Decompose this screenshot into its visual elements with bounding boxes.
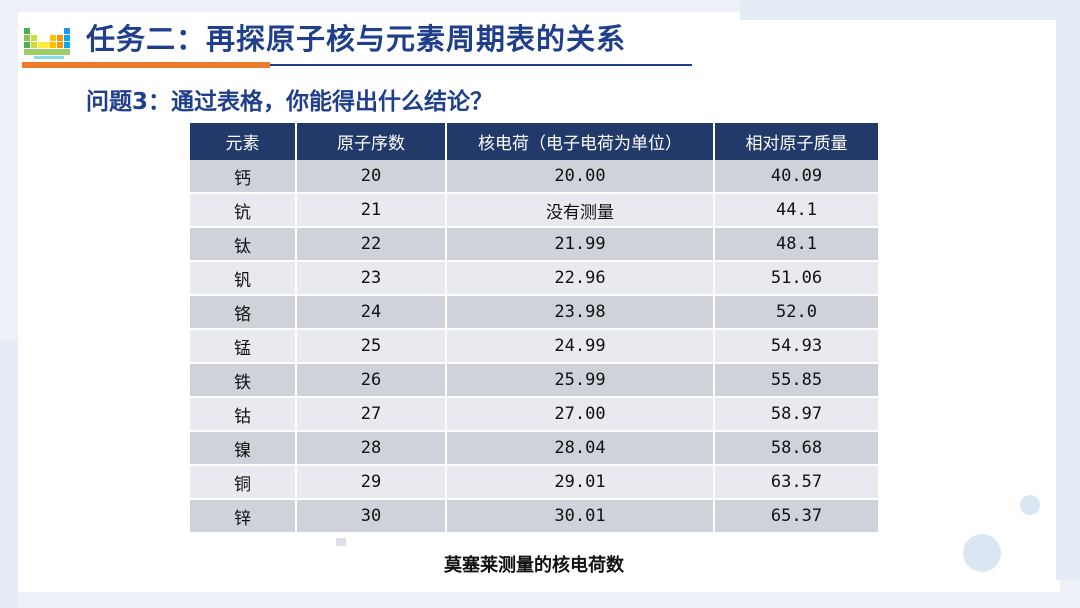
cell-nuclear-charge: 25.99 [446, 363, 715, 398]
cell-atomic-number: 27 [296, 397, 447, 432]
data-table: 元素 原子序数 核电荷（电子电荷为单位） 相对原子质量 钙 20 20.00 4… [190, 123, 878, 534]
page-title: 任务二：再探原子核与元素周期表的关系 [86, 22, 627, 56]
cell-element: 镍 [190, 431, 297, 466]
table-caption: 莫塞莱测量的核电荷数 [444, 555, 624, 576]
cell-atomic-number: 25 [296, 329, 447, 364]
cell-element: 铜 [190, 465, 297, 500]
cell-atomic-mass: 52.0 [714, 295, 878, 330]
cell-element: 钒 [190, 261, 297, 296]
cell-atomic-number: 28 [296, 431, 447, 466]
column-header: 原子序数 [296, 123, 447, 160]
cell-element: 铬 [190, 295, 297, 330]
table-row: 锰 25 24.99 54.93 [190, 329, 878, 364]
cell-nuclear-charge: 23.98 [446, 295, 715, 330]
cell-element: 锌 [190, 499, 297, 534]
table-row: 钛 22 21.99 48.1 [190, 227, 878, 262]
cell-atomic-mass: 44.1 [714, 193, 878, 228]
cell-element: 钴 [190, 397, 297, 432]
cell-nuclear-charge: 28.04 [446, 431, 715, 466]
cell-atomic-number: 21 [296, 193, 447, 228]
decor-right-band [1056, 20, 1080, 580]
cell-atomic-mass: 65.37 [714, 499, 878, 534]
cell-nuclear-charge: 27.00 [446, 397, 715, 432]
cell-atomic-mass: 58.97 [714, 397, 878, 432]
cell-nuclear-charge: 22.96 [446, 261, 715, 296]
decor-circle-large [963, 534, 1001, 572]
title-underline-accent [22, 62, 270, 68]
table-header-row: 元素 原子序数 核电荷（电子电荷为单位） 相对原子质量 [190, 123, 878, 160]
cell-nuclear-charge: 29.01 [446, 465, 715, 500]
cell-atomic-mass: 54.93 [714, 329, 878, 364]
table-row: 铜 29 29.01 63.57 [190, 465, 878, 500]
cell-atomic-mass: 51.06 [714, 261, 878, 296]
cell-nuclear-charge: 24.99 [446, 329, 715, 364]
decor-circle-small [1020, 495, 1040, 515]
table-row: 铁 26 25.99 55.85 [190, 363, 878, 398]
cell-atomic-number: 30 [296, 499, 447, 534]
decor-top-band [740, 0, 1080, 20]
periodic-table-icon [24, 28, 70, 59]
cell-element: 锰 [190, 329, 297, 364]
cell-nuclear-charge: 21.99 [446, 227, 715, 262]
table-row: 镍 28 28.04 58.68 [190, 431, 878, 466]
table-row: 锌 30 30.01 65.37 [190, 499, 878, 534]
table-row: 钪 21 没有测量 44.1 [190, 193, 878, 228]
cell-atomic-mass: 63.57 [714, 465, 878, 500]
table-row: 钒 23 22.96 51.06 [190, 261, 878, 296]
column-header: 元素 [190, 123, 297, 160]
cell-atomic-mass: 58.68 [714, 431, 878, 466]
cell-element: 铁 [190, 363, 297, 398]
table-row: 钙 20 20.00 40.09 [190, 160, 878, 194]
cell-atomic-mass: 55.85 [714, 363, 878, 398]
table-row: 钴 27 27.00 58.97 [190, 397, 878, 432]
cell-nuclear-charge: 没有测量 [446, 193, 715, 228]
table-row: 铬 24 23.98 52.0 [190, 295, 878, 330]
cell-atomic-number: 22 [296, 227, 447, 262]
cell-atomic-mass: 48.1 [714, 227, 878, 262]
decor-square [336, 538, 346, 546]
cell-atomic-number: 20 [296, 160, 447, 194]
cell-nuclear-charge: 20.00 [446, 160, 715, 194]
cell-atomic-number: 23 [296, 261, 447, 296]
cell-atomic-number: 29 [296, 465, 447, 500]
title-underline [270, 64, 692, 66]
cell-atomic-number: 26 [296, 363, 447, 398]
cell-element: 钛 [190, 227, 297, 262]
cell-nuclear-charge: 30.01 [446, 499, 715, 534]
question-heading: 问题3：通过表格，你能得出什么结论？ [86, 89, 494, 115]
cell-element: 钪 [190, 193, 297, 228]
column-header: 核电荷（电子电荷为单位） [446, 123, 715, 160]
column-header: 相对原子质量 [714, 123, 878, 160]
decor-left-band [0, 340, 18, 608]
cell-atomic-mass: 40.09 [714, 160, 878, 194]
cell-element: 钙 [190, 160, 297, 194]
cell-atomic-number: 24 [296, 295, 447, 330]
